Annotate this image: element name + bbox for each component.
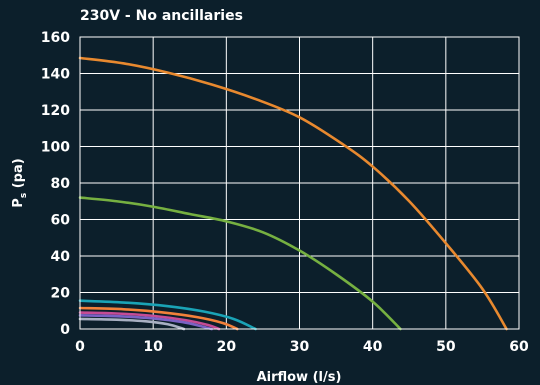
x-tick-label: 30 bbox=[290, 339, 310, 355]
series-line-5 bbox=[78, 311, 221, 331]
x-tick-label: 20 bbox=[217, 339, 237, 355]
series-layer bbox=[78, 56, 508, 331]
y-tick-label: 0 bbox=[60, 322, 70, 338]
y-axis-label-subscript: s bbox=[19, 193, 29, 198]
x-tick-label: 60 bbox=[509, 339, 529, 355]
series-line-3 bbox=[78, 299, 257, 331]
y-tick-label: 120 bbox=[41, 103, 70, 119]
x-tick-label: 40 bbox=[363, 339, 383, 355]
y-tick-label: 160 bbox=[41, 30, 70, 46]
series-line-1 bbox=[78, 56, 508, 331]
y-tick-label: 140 bbox=[41, 67, 70, 83]
x-tick-label: 50 bbox=[436, 339, 456, 355]
x-axis-label: Airflow (l/s) bbox=[257, 370, 342, 385]
y-tick-label: 100 bbox=[41, 140, 70, 156]
y-tick-label: 60 bbox=[51, 213, 71, 229]
chart-title: 230V - No ancillaries bbox=[80, 8, 243, 24]
y-axis-label-main: P bbox=[11, 198, 26, 208]
series-line-2 bbox=[78, 196, 402, 331]
y-tick-label: 20 bbox=[51, 286, 71, 302]
series-line-4 bbox=[78, 306, 239, 331]
grid bbox=[79, 36, 520, 330]
y-tick-label: 40 bbox=[51, 249, 71, 265]
x-tick-label: 0 bbox=[75, 339, 85, 355]
y-axis-label-unit: (pa) bbox=[11, 158, 26, 193]
series-line-7 bbox=[78, 317, 186, 331]
y-axis-ticks: 0 20 40 60 80 100 120 140 160 bbox=[41, 30, 70, 338]
plot-frame bbox=[79, 36, 520, 330]
x-axis-ticks: 0 10 20 30 40 50 60 bbox=[75, 339, 529, 355]
y-axis-label: Ps (pa) bbox=[11, 158, 29, 207]
series-line-6 bbox=[78, 314, 213, 331]
y-tick-label: 80 bbox=[51, 176, 71, 192]
x-tick-label: 10 bbox=[143, 339, 163, 355]
